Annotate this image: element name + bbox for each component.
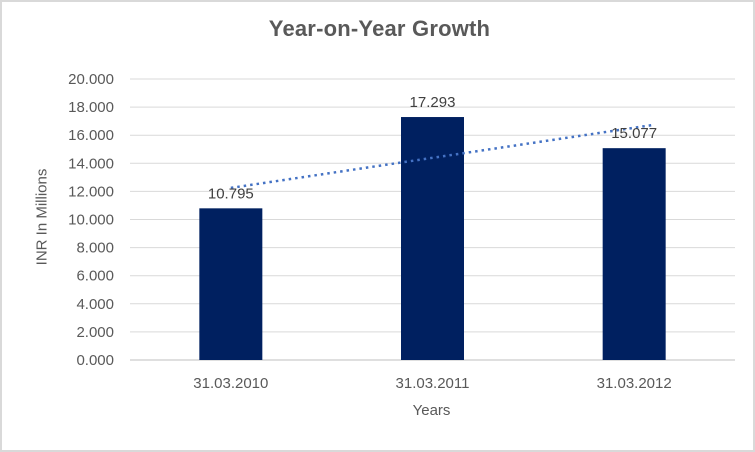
y-tick-label: 18.000 [68,99,114,116]
x-axis-title: Years [412,402,451,419]
bar [602,148,666,360]
y-tick-label: 6.000 [76,268,114,285]
bar-value-label: 10.795 [208,185,254,202]
y-tick-label: 14.000 [68,155,114,172]
y-tick-label: 12.000 [68,183,114,200]
bar-value-label: 15.077 [611,125,657,142]
x-tick-label: 31.03.2010 [193,375,268,392]
chart-title: Year-on-Year Growth [268,16,491,41]
y-tick-label: 10.000 [68,212,114,229]
bar [199,208,263,360]
x-tick-label: 31.03.2011 [396,375,470,392]
y-tick-label: 16.000 [68,127,114,144]
y-tick-label: 20.000 [68,71,114,88]
bar [401,117,464,360]
x-tick-label: 31.03.2012 [597,375,672,392]
y-tick-label: 0.000 [76,352,114,369]
y-tick-label: 4.000 [76,296,114,313]
bar-value-label: 17.293 [410,94,456,111]
y-tick-label: 2.000 [76,324,114,341]
y-tick-label: 8.000 [76,240,114,257]
